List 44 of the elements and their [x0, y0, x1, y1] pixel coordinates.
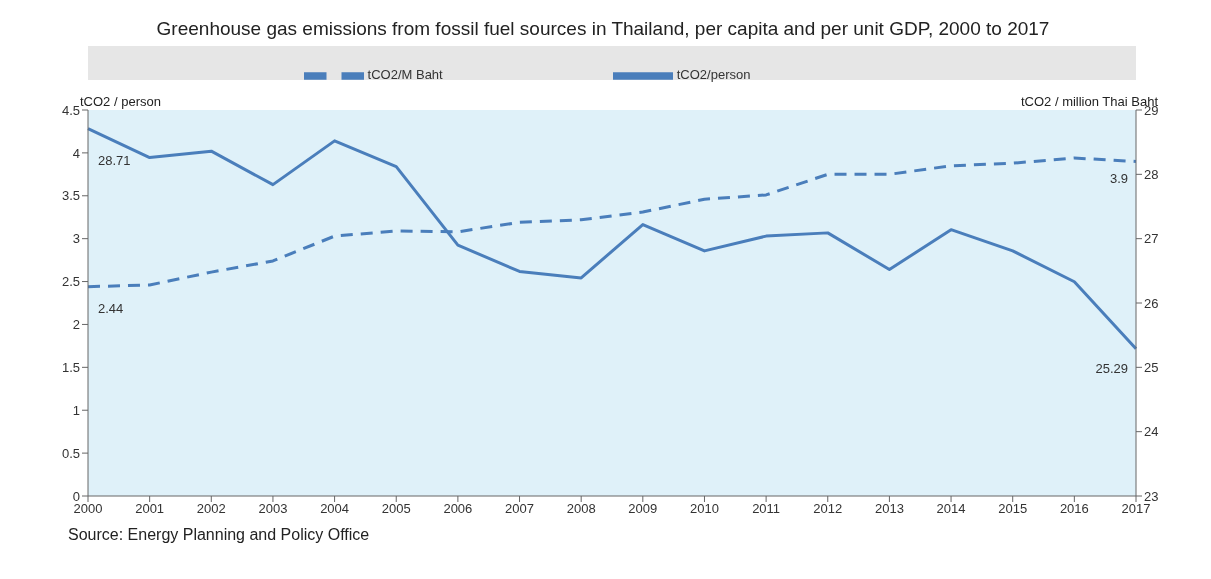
- data-label: 3.9: [1109, 171, 1128, 187]
- y-tick-label: 1.5: [61, 359, 80, 375]
- data-label: 25.29: [1095, 360, 1128, 376]
- x-tick-label: 2007: [505, 501, 534, 517]
- y2-tick-label: 27: [1144, 231, 1159, 247]
- x-tick-label: 2013: [874, 501, 904, 517]
- x-tick-label: 2014: [936, 501, 966, 517]
- source-note: Source: Energy Planning and Policy Office: [68, 526, 371, 544]
- x-tick-label: 2001: [135, 501, 165, 517]
- y-tick-label: 3: [72, 231, 80, 247]
- y2-tick-label: 26: [1144, 295, 1159, 311]
- legend-label: tCO2/person: [676, 67, 751, 83]
- y-axis-title: tCO2 / person: [80, 94, 161, 109]
- data-label: 2.44: [98, 300, 124, 316]
- y-tick-label: 2: [72, 317, 80, 333]
- y-tick-label: 4: [72, 145, 80, 161]
- x-tick-label: 2009: [628, 501, 658, 517]
- y2-tick-label: 28: [1144, 166, 1159, 182]
- x-tick-label: 2002: [196, 501, 226, 517]
- chart-title: Greenhouse gas emissions from fossil fuel sources in Thailand, per capita and per unit GDP, 2000 to 2017: [155, 17, 1051, 41]
- x-tick-label: 2003: [258, 501, 288, 517]
- y-tick-label: 3.5: [61, 188, 80, 204]
- x-tick-label: 2016: [1059, 501, 1089, 517]
- x-tick-label: 2015: [998, 501, 1028, 517]
- y-tick-label: 2.5: [61, 274, 80, 290]
- y2-tick-label: 25: [1144, 359, 1159, 375]
- x-tick-label: 2004: [320, 501, 350, 517]
- x-tick-label: 2011: [752, 501, 781, 517]
- y2-tick-label: 24: [1144, 424, 1159, 440]
- x-tick-label: 2006: [443, 501, 473, 517]
- legend-label: tCO2/M Baht: [367, 67, 443, 83]
- x-tick-label: 2005: [381, 501, 411, 517]
- y2-tick-label: 23: [1144, 488, 1159, 504]
- y-tick-label: 4.5: [61, 102, 80, 118]
- x-tick-label: 2000: [73, 501, 103, 517]
- x-tick-label: 2010: [690, 501, 719, 517]
- y-tick-label: 0: [72, 488, 80, 504]
- line-series: [86, 127, 1138, 351]
- y-tick-label: 0.5: [61, 445, 80, 461]
- x-tick-label: 2017: [1121, 501, 1151, 517]
- x-tick-label: 2012: [813, 501, 843, 517]
- y-tick-label: 1: [72, 402, 80, 418]
- data-label: 28.71: [98, 152, 131, 168]
- x-tick-label: 2008: [566, 501, 596, 517]
